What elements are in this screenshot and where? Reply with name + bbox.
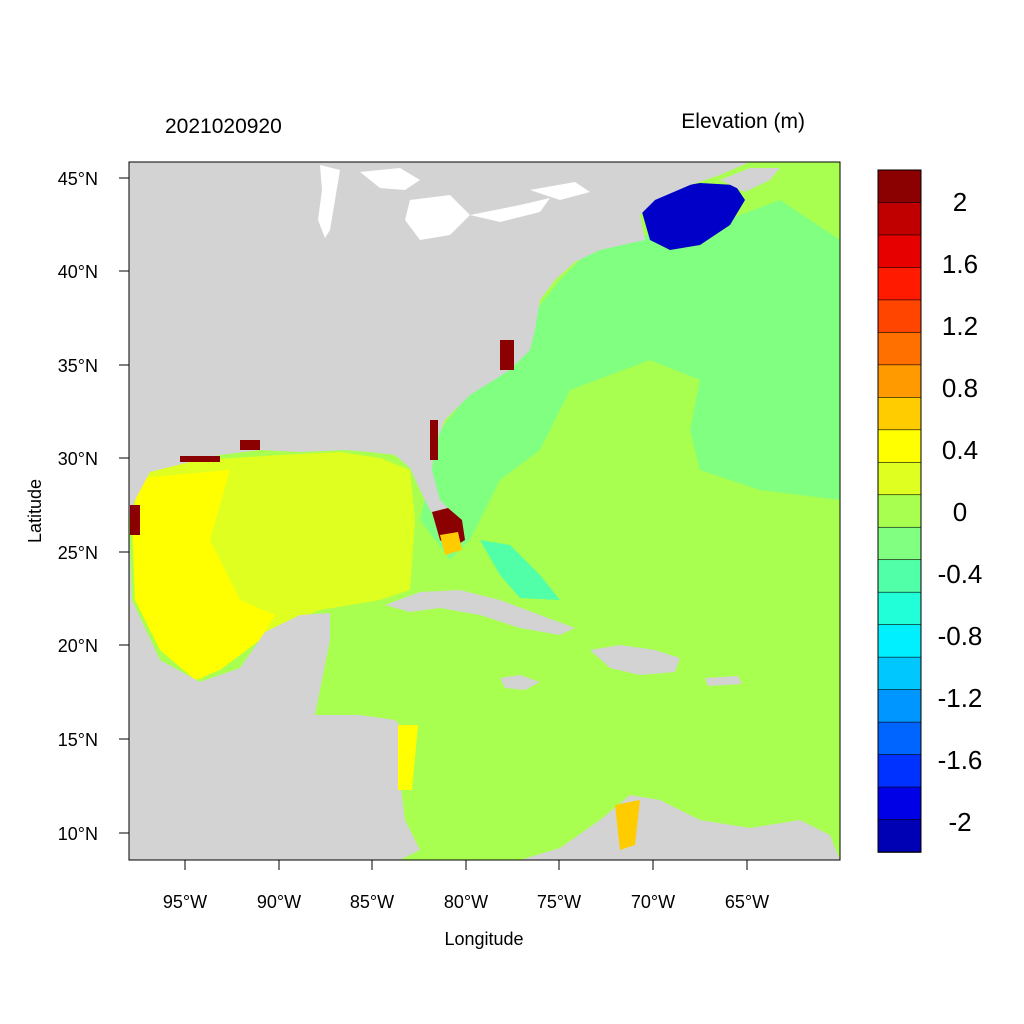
colorbar-label: 1.2 [942,311,978,341]
x-axis-label: Longitude [444,929,523,949]
colorbar-cell [877,591,922,626]
colorbar-label: -0.4 [938,559,983,589]
variable-title: Elevation (m) [681,110,805,133]
cuba-land [385,590,575,635]
nova-scotia-land [720,168,780,192]
great-lakes-water [318,165,590,240]
north-america-land [129,162,750,528]
atlantic-band-region [420,200,840,560]
nicaragua-coast-mark [398,725,418,790]
mexico-central-america-land [129,520,420,860]
colorbar-cell [877,721,922,756]
y-tick-label: 20°N [58,636,98,656]
y-tick-label: 40°N [58,262,98,282]
colorbar-cell [877,202,922,236]
x-tick-label: 65°W [725,892,769,912]
colorbar-cell [877,397,922,431]
y-tick-label: 30°N [58,449,98,469]
colorbar-label: -0.8 [938,621,983,651]
x-tick-label: 75°W [537,892,581,912]
colorbar-cell [877,461,922,496]
western-gulf-high-region [132,470,275,680]
colorbar-label: 2 [953,187,967,217]
y-tick-label: 10°N [58,824,98,844]
y-axis-label: Latitude [25,479,45,543]
colorbar-cell [877,689,922,723]
colorbar-frame [877,169,922,853]
coastal-anomaly-marks [130,340,514,535]
colorbar-cell [877,364,922,399]
hispaniola-land [590,645,680,675]
colorbar-cell [877,169,922,204]
colorbar-cell [877,754,922,788]
timestamp-title: 2021020920 [165,115,282,138]
colorbar-label: 0.4 [942,435,978,465]
gulf-of-maine-low-region [640,183,745,250]
venezuela-coast-mark [615,800,640,850]
x-tick-label: 70°W [631,892,675,912]
colorbar-cell [877,267,922,301]
florida-shelf-mark [440,532,462,555]
x-tick-label: 90°W [257,892,301,912]
y-tick-label: 45°N [58,169,98,189]
colorbar-cell [877,819,922,853]
colorbar-cells [877,169,922,853]
plot-frame [128,161,841,861]
colorbar-label: -1.2 [938,683,983,713]
colorbar-cell [877,234,922,269]
colorbar-label: 0 [953,497,967,527]
colorbar: 2 1.6 1.2 0.8 0.4 0 -0.4 -0.8 -1.2 -1.6 … [877,169,983,853]
colorbar-cell [877,526,922,561]
y-tick-label: 35°N [58,356,98,376]
colorbar-label: -2 [948,807,971,837]
y-axis: 45°N 40°N 35°N 30°N 25°N 20°N 15°N 10°N [58,169,129,844]
x-tick-label: 80°W [444,892,488,912]
x-tick-label: 85°W [350,892,394,912]
colorbar-label: 1.6 [942,249,978,279]
colorbar-cell [877,656,922,691]
colorbar-label: -1.6 [938,745,983,775]
colorbar-cell [877,494,922,529]
map-panel [129,162,840,860]
colorbar-cell [877,299,922,334]
jamaica-land [500,675,540,690]
colorbar-cell [877,624,922,658]
y-tick-label: 15°N [58,730,98,750]
x-axis: 95°W 90°W 85°W 80°W 75°W 70°W 65°W [163,860,769,912]
bahamas-bank-mark [480,540,560,600]
colorbar-cell [877,332,922,366]
south-america-land [520,795,840,860]
puerto-rico-land [705,676,742,686]
colorbar-cell [877,559,922,593]
land-masses [129,162,840,860]
colorbar-cell [877,786,922,821]
x-tick-label: 95°W [163,892,207,912]
y-tick-label: 25°N [58,543,98,563]
colorbar-label: 0.8 [942,373,978,403]
colorbar-cell [877,429,922,464]
